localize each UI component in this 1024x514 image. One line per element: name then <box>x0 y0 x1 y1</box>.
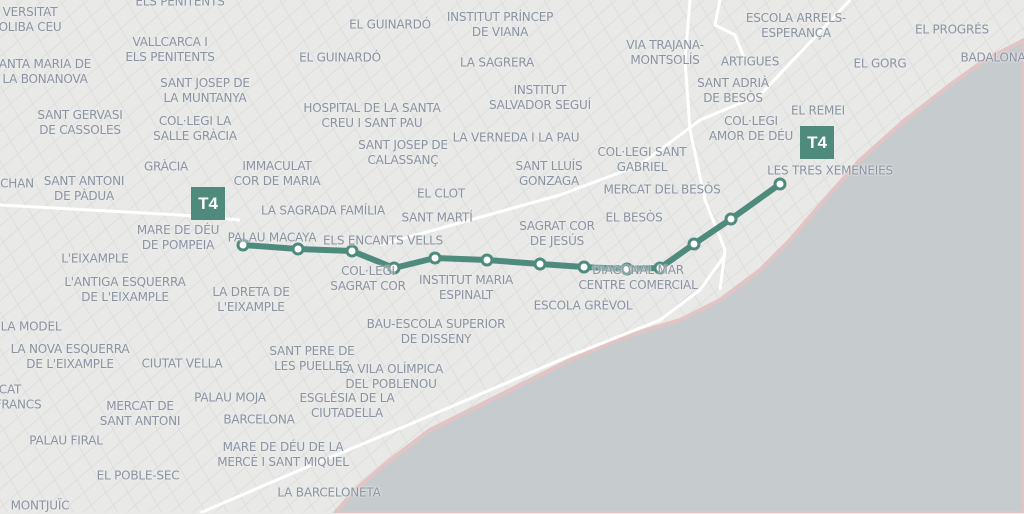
place-label: SANT MARTÍ <box>401 210 473 225</box>
place-label: LA SAGRADA FAMÍLIA <box>261 203 385 218</box>
place-label: BAU-ESCOLA SUPERIOR DE DISSENY <box>366 317 506 346</box>
tram-stop[interactable] <box>345 244 359 258</box>
place-label: BARCELONA <box>223 412 295 427</box>
place-label: INSTITUT MARIA ESPINALT <box>418 273 514 302</box>
line-badge-end[interactable]: T4 <box>800 126 834 159</box>
sea <box>332 37 1024 513</box>
place-label: CHAN <box>0 176 34 191</box>
place-label: VALLCARCA I ELS PENITENTS <box>125 35 215 64</box>
place-label: EL PROGRÉS <box>915 22 989 37</box>
tram-line-t4 <box>236 177 787 276</box>
place-label: SANT JOSEP DE CALASSANÇ <box>358 138 448 167</box>
place-label: CIUTAT VELLA <box>141 356 223 371</box>
place-label: LA VILA OLÍMPICA DEL POBLENOU <box>339 362 443 391</box>
place-label: SANT LLUÍS GONZAGA <box>515 159 583 188</box>
tram-stop[interactable] <box>687 237 701 251</box>
place-label: ARTIGUES <box>720 54 780 69</box>
place-label: COL·LEGI AMOR DE DÉU <box>708 114 794 143</box>
place-label: ESGLÉSIA DE LA CIUTADELLA <box>299 391 395 420</box>
tram-stop[interactable] <box>291 242 305 256</box>
place-label: LA VERNEDA I LA PAU <box>452 130 580 145</box>
tram-stop[interactable] <box>480 253 494 267</box>
place-label: ESCOLA ARRELS- ESPERANÇA <box>745 11 847 40</box>
place-label: HOSPITAL DE LA SANTA CREU I SANT PAU <box>303 101 441 130</box>
tram-stop[interactable] <box>387 261 401 275</box>
place-label: COL·LEGI SAGRAT COR <box>330 264 406 293</box>
place-label: SANT ANTONI DE PÀDUA <box>43 174 125 203</box>
place-label: ESCOLA GRÈVOL <box>533 298 633 313</box>
place-label: MARE DE DÉU DE POMPEIA <box>136 223 220 252</box>
place-label: VERSITAT OLIBA CEU <box>0 5 62 34</box>
place-label: LES TRES XEMENEIES <box>767 163 893 178</box>
place-label: ELS ENCANTS VELLS <box>323 233 443 248</box>
place-label: SAGRAT COR DE JESÚS <box>519 219 595 248</box>
major-roads <box>0 0 852 513</box>
tram-stop[interactable] <box>724 212 738 226</box>
tram-stop[interactable] <box>236 238 250 252</box>
tram-stop[interactable] <box>620 262 634 276</box>
place-label: SANT ADRIÀ DE BESÒS <box>697 76 769 105</box>
place-label: EL REMEI <box>791 103 845 118</box>
tram-stop[interactable] <box>773 177 787 191</box>
tram-stop[interactable] <box>533 257 547 271</box>
line-badge-start[interactable]: T4 <box>191 187 225 220</box>
tram-stop[interactable] <box>653 261 667 275</box>
place-label: MERCAT DEL BESÒS <box>603 182 721 197</box>
place-label: CAT <box>0 382 22 397</box>
place-label: L'EIXAMPLE <box>61 251 129 266</box>
place-label: IMMACULAT COR DE MARIA <box>233 159 321 188</box>
place-label: L'ANTIGA ESQUERRA DE L'EIXAMPLE <box>64 275 186 304</box>
place-label: MARE DE DÉU DE LA MERCÈ I SANT MIQUEL <box>217 440 349 469</box>
place-label: INSTITUT SALVADOR SEGUÍ <box>489 83 591 112</box>
place-label: PALAU FIRAL <box>29 433 103 448</box>
place-label: ELS PENITENTS <box>135 0 225 9</box>
place-label: PALAU MOJA <box>194 390 266 405</box>
place-label: MONTJUÏC <box>10 498 70 513</box>
place-label: COL·LEGI LA SALLE GRÀCIA <box>153 114 237 143</box>
place-label: PALAU MACAYA <box>227 230 317 245</box>
place-label: MERCAT DE SANT ANTONI <box>99 399 181 428</box>
place-label: LA DRETA DE L'EIXAMPLE <box>212 285 290 314</box>
place-label: BADALONA <box>960 50 1024 65</box>
place-label: SANT GERVASI DE CASSOLES <box>37 108 123 137</box>
place-label: LA NOVA ESQUERRA DE L'EIXAMPLE <box>10 342 130 371</box>
place-label: EL BESÒS <box>605 210 663 225</box>
place-label: LA BARCELONETA <box>277 485 381 500</box>
place-label: INSTITUT PRÍNCEP DE VIANA <box>446 10 554 39</box>
place-label: FRANCS <box>0 397 42 412</box>
place-label: COL·LEGI SANT GABRIEL <box>597 145 687 174</box>
tram-stop[interactable] <box>577 260 591 274</box>
place-label: LA SAGRERA <box>459 55 535 70</box>
place-label: LA MODEL <box>0 319 62 334</box>
place-label: DIAGONAL MAR CENTRE COMERCIAL <box>578 263 698 292</box>
place-label: EL GUINARDÓ <box>349 17 431 32</box>
tram-stop[interactable] <box>428 251 442 265</box>
place-label: EL POBLE-SEC <box>96 468 180 483</box>
place-label: EL GUINARDÓ <box>299 50 381 65</box>
place-label: EL GORG <box>853 56 907 71</box>
place-label: GRÀCIA <box>143 159 189 174</box>
place-label: SANT JOSEP DE LA MUNTANYA <box>160 76 250 105</box>
place-label: EL CLOT <box>416 186 466 201</box>
place-label: ANTA MARIA DE LA BONANOVA <box>0 57 92 86</box>
place-label: VIA TRAJANA- MONTSOLÍS <box>626 38 704 67</box>
place-label: SANT PERE DE LES PUELLES <box>269 344 355 373</box>
